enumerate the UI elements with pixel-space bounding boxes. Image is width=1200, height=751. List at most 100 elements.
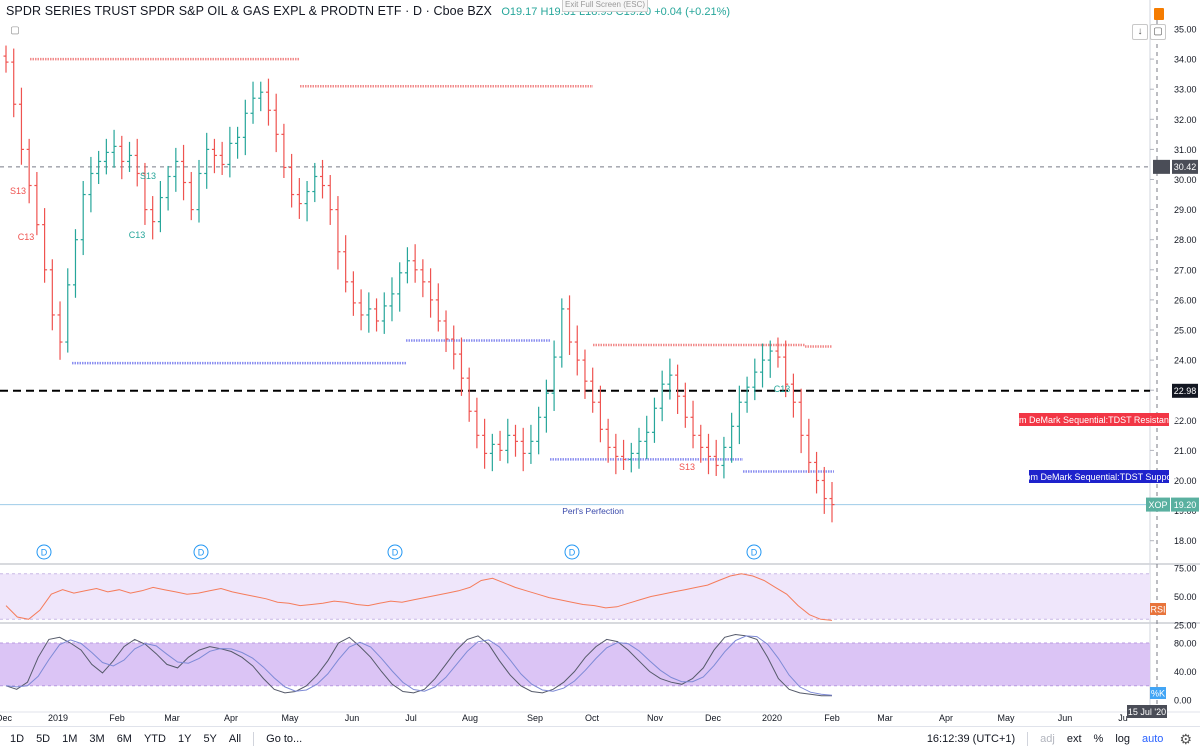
range-5y[interactable]: 5Y: [203, 733, 217, 745]
clock: 16:12:39 (UTC+1): [926, 733, 1016, 745]
gear-icon[interactable]: ⚙: [1179, 730, 1192, 747]
price-tick-label: 29.00: [1174, 205, 1197, 215]
time-tick-label: Jul: [405, 713, 417, 723]
time-tick-label: Mar: [877, 713, 893, 723]
time-tick-label: Sep: [527, 713, 543, 723]
price-tick-label: 21.00: [1174, 446, 1197, 456]
time-crosshair-badge: 15 Jul '20: [1128, 707, 1166, 717]
last-price-badge-bg: [1171, 497, 1199, 512]
stoch-tick-label: 40.00: [1174, 667, 1197, 677]
time-tick-label: May: [281, 713, 299, 723]
dividend-marker-label: D: [751, 548, 758, 558]
time-tick-label: Oct: [585, 713, 600, 723]
exit-fullscreen-button[interactable]: Exit Full Screen (ESC): [562, 0, 648, 12]
goto-button[interactable]: Go to...: [266, 733, 303, 745]
tdst-support-badge: Tom DeMark Sequential:TDST Support: [1021, 472, 1177, 482]
dividend-marker: [36, 544, 52, 560]
chart-header: SPDR SERIES TRUST SPDR S&P OIL & GAS EXP…: [6, 4, 730, 18]
stoch-tick-label: 0.00: [1174, 696, 1192, 706]
log-toggle[interactable]: log: [1115, 733, 1131, 745]
rsi-tick-label: 25.00: [1174, 621, 1197, 631]
time-tick-label: Apr: [224, 713, 238, 723]
price-tick-label: 18.00: [1174, 536, 1197, 546]
dividend-marker: [564, 544, 580, 560]
perls-perfection-label: Perl's Perfection: [562, 506, 624, 516]
symbol-badge-bg: [1146, 497, 1170, 512]
price-tick-label: 33.00: [1174, 85, 1197, 95]
stoch-d-line: [5, 635, 833, 696]
sequential-marker: S13: [10, 186, 26, 196]
dividend-marker-label: D: [41, 548, 48, 558]
range-all[interactable]: All: [228, 733, 242, 745]
last-price-badge: 19.20: [1174, 500, 1197, 510]
crosshair-price-badge-bg: [1172, 159, 1198, 174]
rsi-line: [5, 573, 833, 621]
sequential-marker: C13: [129, 230, 146, 240]
price-tick-label: 34.00: [1174, 55, 1197, 65]
tdst-resistance-badge: Tom DeMark Sequential:TDST Resistance: [1010, 415, 1179, 425]
time-tick-label: 2020: [762, 713, 782, 723]
dividend-marker-label: D: [198, 548, 205, 558]
time-tick-label: Jun: [1058, 713, 1073, 723]
stoch-tick-label: 80.00: [1174, 639, 1197, 649]
price-tick-label: 24.00: [1174, 356, 1197, 366]
crosshair-price-badge: 30.42: [1174, 162, 1197, 172]
auto-toggle[interactable]: auto: [1142, 733, 1164, 745]
stoch-band: [0, 643, 1150, 686]
collapse-icon[interactable]: ▢: [8, 24, 22, 38]
time-tick-label: Mar: [164, 713, 180, 723]
dividend-marker: [193, 544, 209, 560]
time-tick-label: Feb: [824, 713, 840, 723]
adj-toggle[interactable]: adj: [1040, 733, 1055, 745]
range-1y[interactable]: 1Y: [177, 733, 192, 745]
price-tick-label: 35.00: [1174, 25, 1197, 35]
range-3m[interactable]: 3M: [89, 733, 105, 745]
sequential-marker: S13: [679, 462, 695, 472]
level-price-badge: 22.98: [1174, 386, 1197, 396]
rsi-tick-label: 50.00: [1174, 592, 1197, 602]
sequential-marker: S13: [140, 171, 156, 181]
time-tick-label: Aug: [462, 713, 478, 723]
range-5d[interactable]: 5D: [36, 733, 51, 745]
stoch-badge: %K: [1151, 688, 1165, 698]
toolbar-divider: [1027, 732, 1029, 746]
price-tick-label: 31.00: [1174, 145, 1197, 155]
time-tick-label: Nov: [647, 713, 664, 723]
symbol-title: SPDR SERIES TRUST SPDR S&P OIL & GAS EXP…: [6, 4, 492, 18]
time-tick-label: Apr: [939, 713, 953, 723]
symbol-badge: XOP: [1148, 500, 1167, 510]
price-tick-label: 26.00: [1174, 295, 1197, 305]
crosshair-badge-spacer-bg: [1153, 159, 1170, 174]
range-ytd[interactable]: YTD: [143, 733, 166, 745]
settings-box-icon[interactable]: ▢: [1150, 24, 1166, 40]
toolbar-divider: [253, 732, 255, 746]
scroll-down-icon[interactable]: ↓: [1132, 24, 1148, 40]
ohlc-readout: O19.17 H19.31 L18.95 C19.20 +0.04 (+0.21…: [501, 6, 731, 18]
level-price-badge-bg: [1172, 383, 1198, 398]
time-crosshair-badge-bg: [1127, 705, 1167, 718]
chart-area[interactable]: 35.00 34.00 33.00 32.00 31.00 30.00 29.00 28.00…: [0, 0, 1200, 726]
dividend-marker-label: D: [392, 548, 399, 558]
stoch-k-line: [5, 633, 832, 697]
dividend-marker-label: D: [569, 548, 576, 558]
dividend-marker: [387, 544, 403, 560]
alert-flag-icon: [1154, 8, 1164, 20]
price-tick-label: 22.00: [1174, 416, 1197, 426]
range-1m[interactable]: 1M: [62, 733, 78, 745]
price-tick-label: 20.00: [1174, 476, 1197, 486]
rsi-band: [0, 573, 1150, 620]
bottom-toolbar: 1D 5D 1M 3M 6M YTD 1Y 5Y All Go to... 16…: [0, 726, 1200, 751]
range-1d[interactable]: 1D: [10, 733, 25, 745]
dividend-marker: [746, 544, 762, 560]
tdst-resistance-badge-bg: [1019, 413, 1169, 426]
price-tick-label: 32.00: [1174, 115, 1197, 125]
time-tick-label: Jun: [345, 713, 360, 723]
sequential-marker: C13: [18, 232, 35, 242]
sequential-marker: C13: [774, 384, 791, 394]
time-tick-label: 2019: [48, 713, 68, 723]
ext-toggle[interactable]: ext: [1066, 733, 1082, 745]
range-6m[interactable]: 6M: [116, 733, 132, 745]
percent-toggle[interactable]: %: [1093, 733, 1104, 745]
rsi-badge-bg: [1150, 603, 1166, 615]
tdst-support-badge-bg: [1029, 470, 1169, 483]
